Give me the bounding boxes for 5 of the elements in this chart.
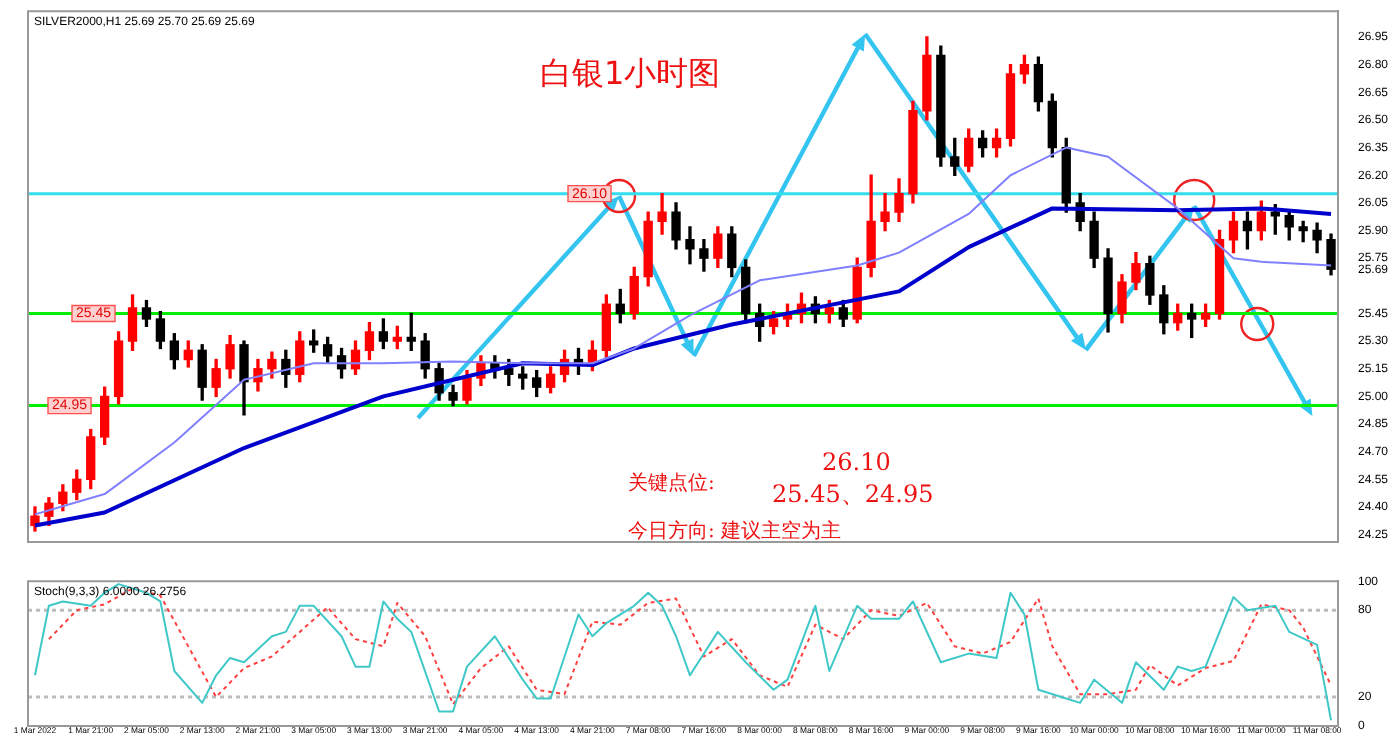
text: 白银1小时图	[540, 54, 721, 93]
annotation: 26.10	[822, 448, 891, 477]
annotation: 25.45、24.95	[772, 480, 934, 509]
annotation: 今日方向: 建议主空为主	[628, 519, 842, 544]
annotation: 关键点位:	[628, 471, 715, 496]
